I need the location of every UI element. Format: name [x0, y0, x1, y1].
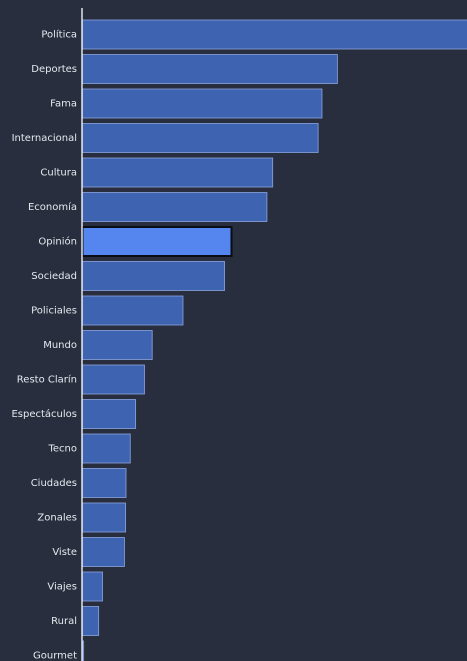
tick-label-espectaculos: Espectáculos — [11, 408, 77, 420]
bar-resto-clarin — [82, 364, 145, 395]
tick-label-rural: Rural — [51, 616, 77, 627]
bar-economia — [82, 192, 268, 222]
bars-group — [81, 19, 467, 661]
tick-label-sociedad: Sociedad — [31, 271, 77, 282]
bar-cultura — [82, 157, 274, 188]
tick-label-deportes: Deportes — [31, 64, 77, 75]
tick-label-viajes: Viajes — [47, 582, 77, 593]
tick-label-mundo: Mundo — [43, 340, 77, 351]
tick-label-resto-clarin: Resto Clarín — [17, 374, 77, 386]
bar-politica — [82, 19, 467, 50]
bar-ciudades — [82, 468, 127, 498]
tick-label-tecno: Tecno — [47, 444, 77, 455]
bar-deportes — [82, 54, 338, 84]
tick-label-cultura: Cultura — [40, 168, 77, 179]
bar-opinion — [81, 226, 233, 257]
tick-label-ciudades: Ciudades — [31, 478, 77, 489]
tick-label-fama: Fama — [50, 99, 77, 110]
tick-label-politica: Política — [41, 29, 77, 41]
bar-viajes — [82, 571, 103, 602]
tick-label-economia: Economía — [28, 201, 77, 213]
labels-group: Política Deportes Fama Internacional Cultura… — [11, 29, 77, 661]
bar-tecno — [82, 433, 131, 464]
bar-viste — [82, 537, 125, 567]
bar-espectaculos — [82, 399, 137, 429]
bar-mundo — [82, 330, 153, 360]
tick-label-zonales: Zonales — [37, 513, 77, 524]
bar-zonales — [82, 502, 127, 533]
tick-label-internacional: Internacional — [12, 133, 77, 144]
tick-label-gourmet: Gourmet — [33, 651, 77, 661]
bar-sociedad — [82, 261, 225, 291]
bar-policiales — [82, 295, 184, 326]
tick-label-policiales: Policiales — [31, 306, 77, 317]
bar-internacional — [82, 123, 319, 153]
tick-label-viste: Viste — [52, 547, 77, 558]
tick-label-opinion: Opinión — [38, 236, 77, 248]
bar-rural — [82, 606, 100, 636]
bar-fama — [82, 88, 323, 119]
